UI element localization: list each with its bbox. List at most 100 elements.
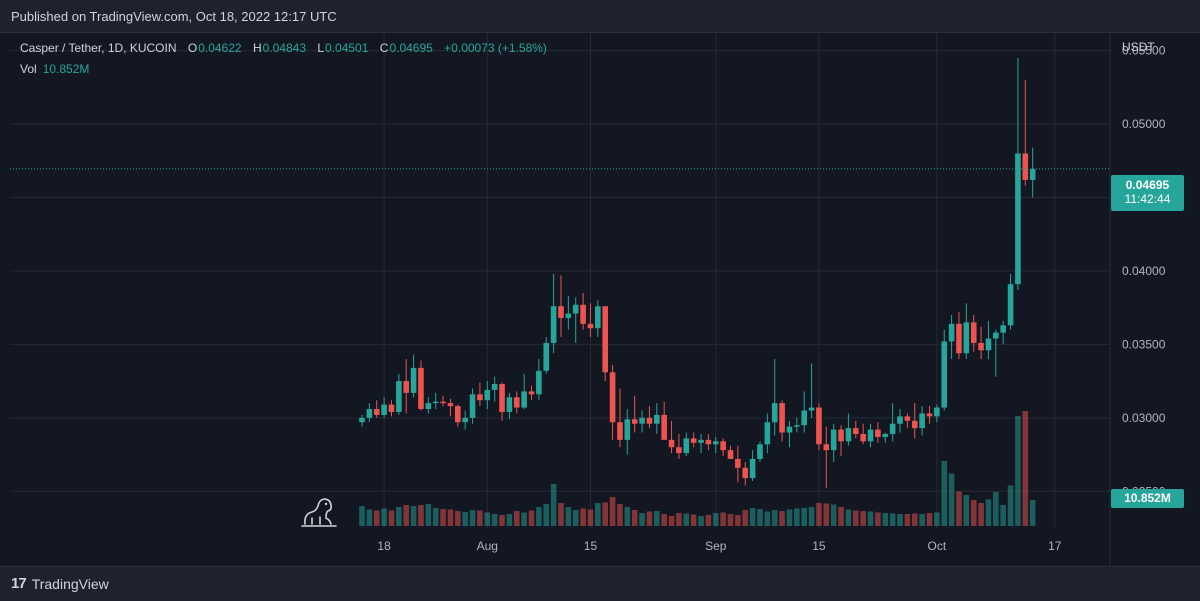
brand[interactable]: 17 TradingView [11, 575, 109, 592]
time-tick-label: Oct [928, 539, 947, 553]
volume-bar [690, 514, 697, 526]
volume-value: 10.852M [42, 62, 90, 76]
volume-bar [904, 514, 911, 526]
candle-body [528, 391, 535, 395]
volume-bar [484, 512, 491, 526]
candle-body [381, 404, 387, 415]
volume-bar [396, 507, 402, 526]
candle-body [852, 428, 859, 434]
close-value: 0.04695 [389, 41, 433, 55]
candle-body [956, 323, 962, 354]
countdown-value: 11:42:44 [1124, 192, 1171, 206]
published-label: Published on TradingView.com, Oct 18, 20… [11, 9, 337, 24]
candle-body [926, 413, 933, 417]
volume-bar [830, 504, 837, 526]
volume-bar [668, 516, 675, 526]
volume-bar [617, 504, 623, 526]
candle-body [425, 403, 432, 410]
volume-bar [676, 513, 682, 526]
volume-bar [948, 473, 955, 526]
footer-bar: 17 TradingView [0, 566, 1200, 601]
candle-body [779, 403, 785, 433]
volume-bar [823, 503, 830, 526]
volume-bar [993, 492, 999, 526]
candle-body [631, 419, 638, 424]
volume-bar [749, 508, 756, 526]
candle-body [595, 306, 601, 329]
candle-body [484, 389, 491, 401]
candle-body [513, 397, 520, 408]
candle-body [808, 407, 815, 411]
volume-bar [867, 511, 874, 526]
time-axis[interactable]: 18 Aug 15 Sep 15 Oct 17 [377, 539, 1061, 553]
volume-bar [624, 507, 631, 526]
candle-body [845, 428, 852, 442]
candle-body [786, 426, 793, 433]
candle-body [1007, 284, 1014, 326]
volume-bar [779, 511, 785, 526]
volume-bar [609, 497, 616, 526]
volume-bar [860, 511, 866, 526]
candle-body [550, 306, 557, 343]
price-tick-label: 0.03500 [1122, 337, 1166, 351]
candle-body [646, 417, 653, 424]
volume-bar [882, 513, 889, 526]
volume-bar [587, 509, 594, 526]
candle-body [683, 438, 690, 454]
volume-bar [499, 515, 505, 526]
volume-bar [639, 513, 645, 526]
open-key: O [187, 41, 198, 55]
candle-body [602, 306, 609, 373]
candle-body [712, 441, 719, 445]
currency-label[interactable]: USDT [1122, 40, 1155, 54]
candle-body [1029, 168, 1036, 180]
candle-body [948, 323, 955, 342]
volume-bar [661, 514, 667, 526]
volume-bar [963, 495, 970, 526]
candle-body [373, 409, 380, 415]
volume-bar [720, 512, 726, 526]
candle-body [860, 433, 866, 442]
volume-bar [1029, 500, 1036, 526]
volume-bar [911, 513, 918, 526]
candle-body [889, 423, 896, 434]
volume-bar [440, 509, 446, 526]
price-tick-label: 0.04000 [1122, 264, 1166, 278]
volume-bar [410, 506, 417, 526]
candle-body [587, 323, 594, 329]
volume-bar [978, 503, 984, 526]
candle-body [698, 439, 704, 443]
volume-bar [425, 504, 432, 526]
candle-body [897, 416, 903, 424]
candle-body [366, 409, 373, 418]
volume-bar [985, 499, 992, 526]
price-axis[interactable]: 0.055000.050000.045000.040000.035000.030… [1122, 44, 1166, 499]
volume-bar [970, 500, 977, 526]
candle-body [469, 394, 476, 418]
candle-body [477, 394, 483, 401]
change-value: +0.00073 (+1.58%) [444, 41, 547, 55]
volume-bar [808, 507, 815, 526]
candle-body [1015, 153, 1021, 285]
price-tick-label: 0.03000 [1122, 411, 1166, 425]
volume-bar [727, 514, 734, 526]
volume-bar [764, 511, 771, 526]
volume-tag: 10.852M [1111, 489, 1184, 508]
volume-bar [941, 461, 948, 526]
symbol-label[interactable]: Casper / Tether, 1D, KUCOIN [20, 41, 177, 55]
time-tick-label: 15 [812, 539, 826, 553]
volume-bar [889, 513, 896, 526]
volume-bar [528, 510, 535, 526]
candle-body [794, 425, 800, 427]
candle-body [440, 401, 446, 404]
candle-body [1000, 325, 1006, 333]
candle-body [764, 422, 771, 445]
candle-body [727, 450, 734, 459]
volume-bar [602, 502, 609, 526]
volume-bar [786, 509, 793, 526]
candle-body [705, 439, 712, 445]
open-value: 0.04622 [198, 41, 242, 55]
volume-bar [550, 484, 557, 526]
volume-bar [705, 515, 712, 526]
